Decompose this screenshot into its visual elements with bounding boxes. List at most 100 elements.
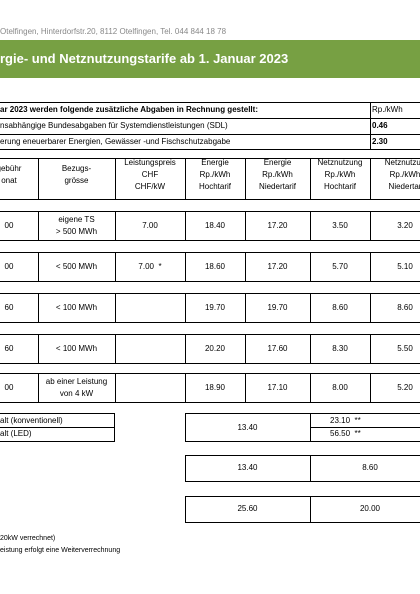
text: < 100 MWh xyxy=(55,303,98,312)
rule xyxy=(310,211,311,241)
text: Netznutzung xyxy=(317,158,363,167)
text: ar 2023 werden folgende zusätzliche Abga… xyxy=(0,105,258,114)
text: erung eneuerbarer Energien, Gewässer -un… xyxy=(0,137,231,146)
rule xyxy=(370,293,371,323)
rule xyxy=(115,293,116,323)
rule xyxy=(38,334,39,364)
text: 60 xyxy=(4,344,14,353)
text: Energie xyxy=(201,158,229,167)
rule xyxy=(245,158,246,200)
text: 19.70 xyxy=(204,303,226,312)
text: Rp./kWh xyxy=(262,170,293,179)
text: CHF xyxy=(141,170,159,179)
text: 00 xyxy=(4,383,14,392)
text: nsabhängige Bundesabgaben für Systemdien… xyxy=(0,121,228,130)
text: 5.20 xyxy=(397,383,413,392)
address: Otelfingen, Hinterdorfstr.20, 8112 Otelf… xyxy=(0,27,227,36)
text: 18.90 xyxy=(204,383,226,392)
rule xyxy=(115,252,116,282)
rule xyxy=(310,373,311,403)
text: alt (konventionell) xyxy=(0,416,63,425)
rule xyxy=(38,211,39,241)
rule xyxy=(245,334,246,364)
rule xyxy=(115,211,116,241)
text: 0.46 xyxy=(372,121,388,130)
rule xyxy=(38,373,39,403)
text: Energie xyxy=(263,158,292,167)
text: 8.60 xyxy=(332,303,348,312)
text: gebühr xyxy=(0,164,22,173)
text: von 4 kW xyxy=(59,389,94,398)
text: < 100 MWh xyxy=(55,344,98,353)
text: 18.60 xyxy=(204,262,226,271)
text: alt (LED) xyxy=(0,429,32,438)
text: Hochtarif xyxy=(198,182,231,191)
rule xyxy=(310,455,311,482)
text: eigene TS xyxy=(58,215,95,224)
text: 5.70 xyxy=(332,262,348,271)
text: < 500 MWh xyxy=(55,262,98,271)
text: 00 xyxy=(4,221,14,230)
text: 7.00 xyxy=(142,221,158,230)
cell-border xyxy=(0,373,420,403)
text: Niedertarif xyxy=(259,182,296,191)
rule xyxy=(185,252,186,282)
rule xyxy=(370,211,371,241)
text: ab einer Leistung xyxy=(45,377,108,386)
text: 8.60 xyxy=(362,463,378,472)
text: 13.40 xyxy=(237,423,258,432)
text: 8.60 xyxy=(397,303,413,312)
text: Rp./kWh xyxy=(199,170,231,179)
text: grösse xyxy=(64,176,89,185)
rule xyxy=(310,496,311,523)
text: 5.10 xyxy=(397,262,413,271)
text: CHF/kW xyxy=(134,182,166,191)
cell-border xyxy=(185,413,420,442)
rule xyxy=(370,334,371,364)
cell-border xyxy=(185,455,420,482)
text: 23.10 ** xyxy=(330,416,361,425)
rule xyxy=(0,118,420,119)
text: 20.00 xyxy=(359,504,381,513)
rule xyxy=(185,211,186,241)
text: 8.00 xyxy=(332,383,348,392)
rule xyxy=(115,373,116,403)
text: 17.20 xyxy=(267,262,288,271)
text: 56.50 ** xyxy=(330,429,361,438)
text: 20kW verrechnet) xyxy=(0,535,56,542)
text: onat xyxy=(1,176,17,185)
rule xyxy=(370,373,371,403)
text: Leistungspreis xyxy=(124,158,176,167)
rule xyxy=(185,293,186,323)
text: 8.30 xyxy=(332,344,348,353)
text: 13.40 xyxy=(237,463,258,472)
rule xyxy=(185,373,186,403)
text: 17.10 xyxy=(267,383,288,392)
text: 17.20 xyxy=(267,221,288,230)
text: 25.60 xyxy=(237,504,258,513)
rule xyxy=(370,252,371,282)
rule xyxy=(310,427,420,428)
cell-border xyxy=(0,334,420,364)
rule xyxy=(185,158,186,200)
text: 20.20 xyxy=(204,344,226,353)
rule xyxy=(0,427,115,428)
rule xyxy=(185,334,186,364)
rule xyxy=(310,252,311,282)
text: 3.50 xyxy=(332,221,348,230)
cell-border xyxy=(0,252,420,282)
banner xyxy=(0,40,420,78)
rule xyxy=(38,158,39,200)
cell-border xyxy=(0,102,420,150)
rule xyxy=(370,102,371,150)
text: 3.20 xyxy=(397,221,413,230)
text: Netznutzun xyxy=(384,158,420,167)
rule xyxy=(0,134,420,135)
rule xyxy=(370,158,371,200)
text: Niedertar xyxy=(388,182,420,191)
text: 19.70 xyxy=(267,303,288,312)
text: 18.40 xyxy=(204,221,226,230)
rule xyxy=(115,158,116,200)
rule xyxy=(245,211,246,241)
